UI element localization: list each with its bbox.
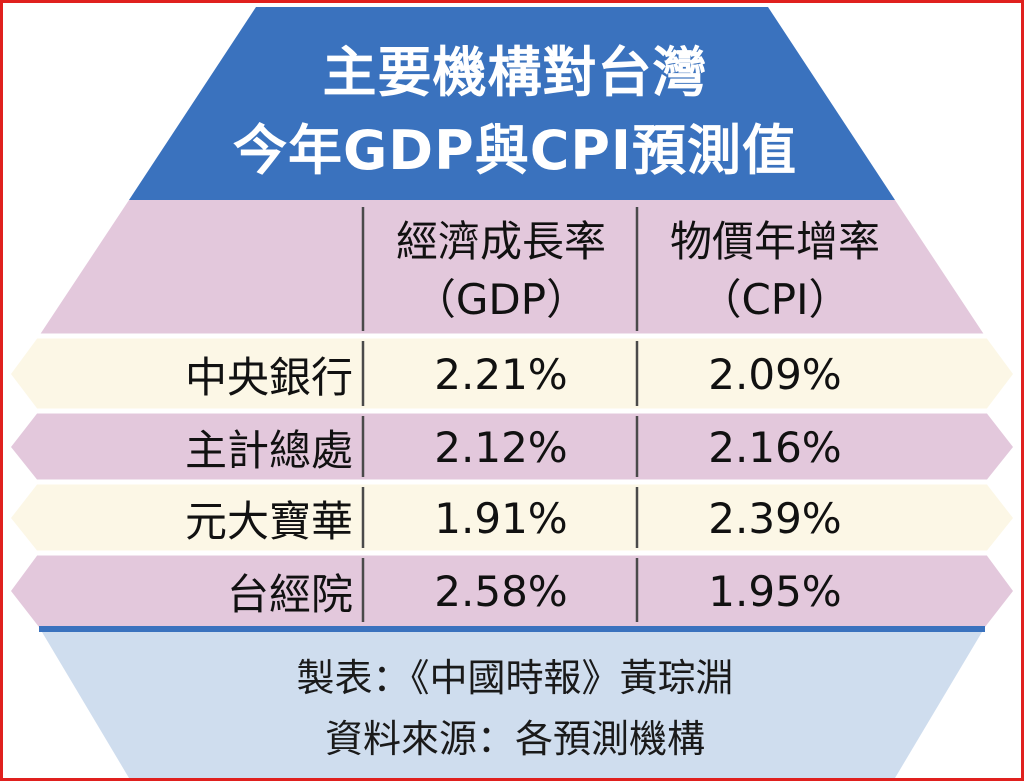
cell-gdp-central-bank: 2.21% <box>434 349 568 399</box>
column-dividers <box>361 207 639 622</box>
column-header-cpi: 物價年增率 （CPI） <box>639 209 911 333</box>
column-header-cpi-sub: （CPI） <box>699 275 851 324</box>
cell-gdp-tier: 2.58% <box>434 566 568 616</box>
cell-cpi-dgbas: 2.16% <box>708 422 842 472</box>
footer-credit: 製表：《中國時報》黃琮淵 <box>296 655 734 700</box>
column-header-gdp-sub: （GDP） <box>413 275 589 324</box>
cell-cpi-yuanta-polaris: 2.39% <box>708 493 842 543</box>
row-label-central-bank: 中央銀行 <box>184 352 353 402</box>
title-band <box>129 7 895 200</box>
column-header-gdp-name: 經濟成長率 <box>395 217 606 266</box>
header-band <box>39 200 985 336</box>
footer-source: 資料來源：各預測機構 <box>324 716 705 761</box>
footer-band <box>39 627 985 778</box>
column-header-cpi-name: 物價年增率 <box>669 217 880 266</box>
cell-cpi-central-bank: 2.09% <box>708 349 842 399</box>
title-line-1: 主要機構對台灣 <box>322 40 708 104</box>
cell-gdp-yuanta-polaris: 1.91% <box>434 493 568 543</box>
row-band-1 <box>11 336 1013 411</box>
column-header-gdp: 經濟成長率 （GDP） <box>365 209 637 333</box>
cell-cpi-tier: 1.95% <box>708 566 842 616</box>
cell-gdp-dgbas: 2.12% <box>434 422 568 472</box>
row-band-4 <box>11 553 1013 627</box>
row-band-3 <box>11 482 1013 553</box>
title-line-2: 今年GDP與CPI預測值 <box>232 118 798 182</box>
row-label-tier: 台經院 <box>226 569 353 619</box>
row-separators <box>33 333 991 556</box>
hexagon-background <box>11 7 1013 778</box>
row-label-yuanta-polaris: 元大寶華 <box>184 496 353 546</box>
row-label-dgbas: 主計總處 <box>184 425 353 475</box>
row-band-2 <box>11 411 1013 482</box>
